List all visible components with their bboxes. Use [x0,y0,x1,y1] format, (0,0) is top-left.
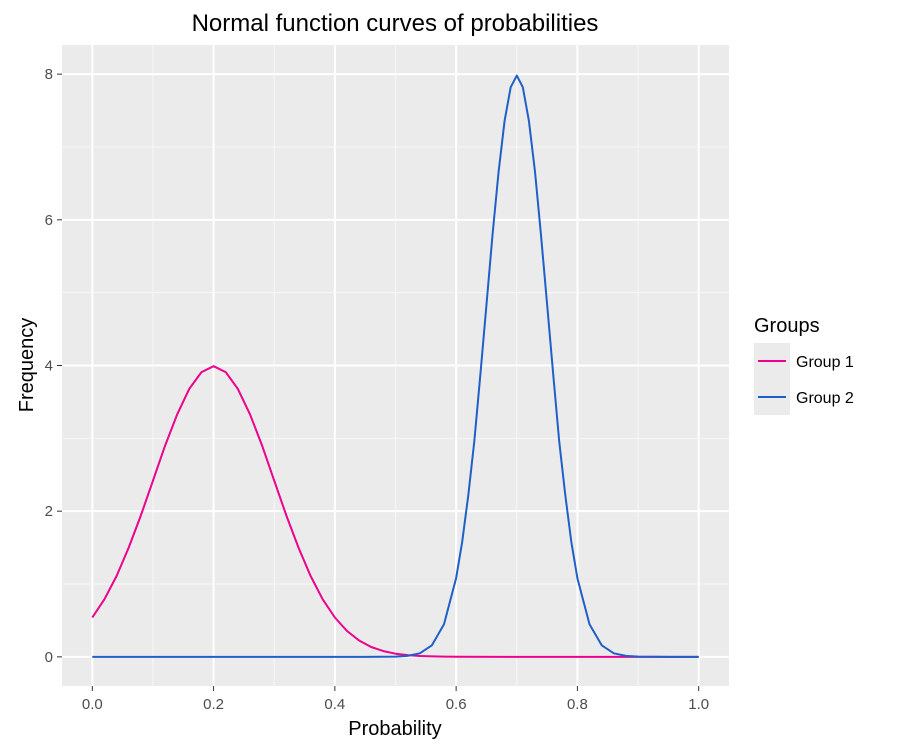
legend-label-2: Group 2 [796,390,854,407]
x-tick-label: 1.0 [688,696,709,713]
chart-title: Normal function curves of probabilities [192,10,599,37]
series-line-group-2 [92,74,699,658]
y-tick-label: 8 [45,66,53,83]
x-tick-label: 0.0 [82,696,103,713]
x-tick-label: 0.4 [324,696,345,713]
series-layer [91,74,699,658]
axis-layer: 0.0 0.2 0.4 0.6 0.8 1.0 0 2 4 6 8 [45,66,709,713]
legend-label-1: Group 1 [796,354,854,371]
legend: Groups Group 1 Group 2 [754,315,854,415]
y-tick-label: 6 [45,212,53,229]
series-line-group-1 [91,365,699,658]
y-tick-label: 2 [45,503,53,520]
x-tick-label: 0.6 [446,696,467,713]
x-axis-title: Probability [348,718,441,740]
x-tick-label: 0.8 [567,696,588,713]
y-tick-label: 0 [45,649,53,666]
legend-items: Group 1 Group 2 [754,343,854,415]
legend-title: Groups [754,315,820,337]
x-tick-label: 0.2 [203,696,224,713]
y-tick-label: 4 [45,358,53,375]
y-axis-title: Frequency [16,318,38,413]
